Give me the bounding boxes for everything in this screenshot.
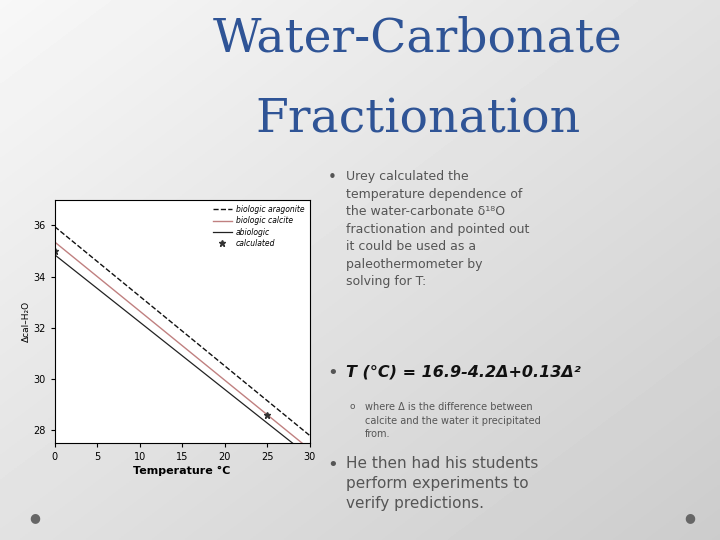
Text: Water-Carbonate: Water-Carbonate bbox=[212, 16, 623, 62]
Text: ●: ● bbox=[684, 511, 695, 524]
Text: He then had his students
perform experiments to
verify predictions.: He then had his students perform experim… bbox=[346, 456, 538, 511]
Text: Fractionation: Fractionation bbox=[255, 97, 580, 143]
Text: •: • bbox=[328, 170, 336, 185]
Y-axis label: Δcal–H₂O: Δcal–H₂O bbox=[22, 301, 30, 342]
Text: •: • bbox=[328, 364, 338, 382]
Text: ●: ● bbox=[29, 511, 40, 524]
X-axis label: Temperature °C: Temperature °C bbox=[133, 466, 231, 476]
Text: T (°C) = 16.9-4.2Δ+0.13Δ²: T (°C) = 16.9-4.2Δ+0.13Δ² bbox=[346, 364, 580, 380]
Text: Urey calculated the
temperature dependence of
the water-carbonate δ¹⁸O
fractiona: Urey calculated the temperature dependen… bbox=[346, 170, 529, 288]
Text: where Δ is the difference between
calcite and the water it precipitated
from.: where Δ is the difference between calcit… bbox=[365, 402, 541, 438]
Text: •: • bbox=[328, 456, 338, 474]
Legend: biologic aragonite, biologic calcite, abiologic, calculated: biologic aragonite, biologic calcite, ab… bbox=[211, 204, 306, 249]
Text: o: o bbox=[349, 402, 355, 411]
